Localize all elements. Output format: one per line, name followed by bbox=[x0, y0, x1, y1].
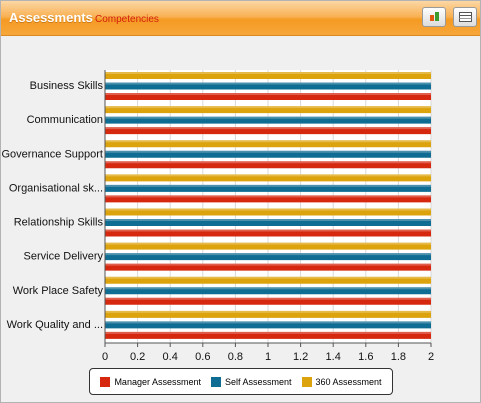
bar-highlight bbox=[105, 140, 431, 143]
x-tick-label: 2 bbox=[428, 351, 434, 363]
category-label: Governance Support bbox=[1, 148, 103, 160]
category-label: Work Place Safety bbox=[13, 285, 104, 297]
bar-highlight bbox=[105, 263, 431, 266]
bar-manager-assessment-7[interactable] bbox=[105, 297, 431, 305]
bar-360-assessment-4[interactable] bbox=[105, 174, 431, 182]
legend: Manager Assessment Self Assessment 360 A… bbox=[89, 368, 393, 395]
legend-label-self: Self Assessment bbox=[224, 376, 292, 387]
x-tick-label: 1.6 bbox=[358, 351, 373, 363]
x-tick-label: 0.8 bbox=[228, 351, 243, 363]
bar-highlight bbox=[105, 321, 431, 324]
bar-chart: Business Skills Communication Governance S… bbox=[1, 70, 434, 363]
legend-item-manager: Manager Assessment bbox=[100, 376, 201, 387]
bar-highlight bbox=[105, 287, 431, 290]
bar-self-assessment-5[interactable] bbox=[105, 219, 431, 226]
bar-highlight bbox=[105, 150, 431, 153]
x-tick-label: 0.6 bbox=[195, 351, 210, 363]
bar-360-assessment-2[interactable] bbox=[105, 106, 431, 114]
bar-manager-assessment-6[interactable] bbox=[105, 263, 431, 271]
bar-manager-assessment-3[interactable] bbox=[105, 161, 431, 169]
bar-highlight bbox=[105, 72, 431, 74]
legend-swatch-360 bbox=[301, 376, 312, 387]
legend-swatch-manager bbox=[100, 376, 111, 387]
bar-highlight bbox=[105, 253, 431, 256]
legend-label-360: 360 Assessment bbox=[315, 376, 382, 387]
bars bbox=[104, 70, 431, 344]
bar-highlight bbox=[105, 174, 431, 177]
panel-subtitle: Competencies bbox=[95, 14, 159, 25]
x-tick-label: 1.8 bbox=[391, 351, 406, 363]
grid-view-button[interactable] bbox=[453, 7, 477, 27]
category-labels: Business Skills Communication Governance S… bbox=[1, 80, 103, 331]
bar-highlight bbox=[105, 208, 431, 211]
chart-type-button[interactable] bbox=[422, 7, 446, 27]
legend-item-self: Self Assessment bbox=[210, 376, 292, 387]
bar-self-assessment-2[interactable] bbox=[105, 116, 431, 124]
bar-highlight bbox=[105, 106, 431, 109]
x-tick-label: 0.4 bbox=[163, 351, 178, 363]
category-label: Work Quality and ... bbox=[7, 319, 103, 331]
bar-highlight bbox=[105, 161, 431, 164]
bar-highlight bbox=[105, 229, 431, 232]
legend-label-manager: Manager Assessment bbox=[114, 376, 201, 387]
bar-manager-assessment-8[interactable] bbox=[105, 331, 431, 339]
panel-title: Assessments bbox=[9, 10, 93, 25]
bar-self-assessment-3[interactable] bbox=[105, 150, 431, 158]
x-tick-label: 0.2 bbox=[130, 351, 145, 363]
bar-manager-assessment-5[interactable] bbox=[105, 229, 431, 237]
category-label: Business Skills bbox=[30, 80, 104, 92]
category-label: Organisational sk... bbox=[9, 182, 103, 194]
table-icon bbox=[459, 12, 472, 22]
panel-header: Assessments Competencies bbox=[1, 1, 480, 36]
bar-360-assessment-7[interactable] bbox=[105, 276, 431, 284]
x-tick-label: 1 bbox=[265, 351, 271, 363]
bar-highlight bbox=[105, 82, 431, 85]
bar-360-assessment-5[interactable] bbox=[105, 208, 431, 216]
bar-highlight bbox=[105, 116, 431, 119]
category-label: Relationship Skills bbox=[14, 217, 104, 229]
bar-manager-assessment-1[interactable] bbox=[105, 93, 431, 100]
bar-chart-icon bbox=[430, 12, 439, 21]
bar-highlight bbox=[105, 297, 431, 300]
legend-swatch-self bbox=[210, 376, 221, 387]
bar-highlight bbox=[105, 219, 431, 221]
bar-manager-assessment-2[interactable] bbox=[105, 127, 431, 135]
bar-self-assessment-8[interactable] bbox=[105, 321, 431, 329]
bar-360-assessment-6[interactable] bbox=[105, 242, 431, 250]
bar-self-assessment-4[interactable] bbox=[105, 184, 431, 192]
bar-highlight bbox=[105, 93, 431, 95]
bar-highlight bbox=[105, 331, 431, 334]
bar-360-assessment-8[interactable] bbox=[105, 310, 431, 318]
bar-self-assessment-7[interactable] bbox=[105, 287, 431, 295]
bar-self-assessment-6[interactable] bbox=[105, 253, 431, 261]
bar-360-assessment-1[interactable] bbox=[105, 72, 431, 79]
category-label: Communication bbox=[27, 114, 103, 126]
x-axis-ticks: 0 0.2 0.4 0.6 0.8 1 1.2 1.4 1.6 1.8 2 bbox=[102, 343, 434, 363]
bar-highlight bbox=[105, 184, 431, 187]
x-tick-label: 1.4 bbox=[326, 351, 341, 363]
legend-item-360: 360 Assessment bbox=[301, 376, 382, 387]
x-tick-label: 0 bbox=[102, 351, 108, 363]
bar-self-assessment-1[interactable] bbox=[105, 82, 431, 90]
bar-highlight bbox=[105, 310, 431, 313]
bar-highlight bbox=[105, 242, 431, 245]
bar-highlight bbox=[105, 276, 431, 279]
x-tick-label: 1.2 bbox=[293, 351, 308, 363]
bar-360-assessment-3[interactable] bbox=[105, 140, 431, 148]
bar-highlight bbox=[105, 127, 431, 130]
category-label: Service Delivery bbox=[24, 251, 104, 263]
bar-manager-assessment-4[interactable] bbox=[105, 195, 431, 203]
bar-highlight bbox=[105, 195, 431, 198]
